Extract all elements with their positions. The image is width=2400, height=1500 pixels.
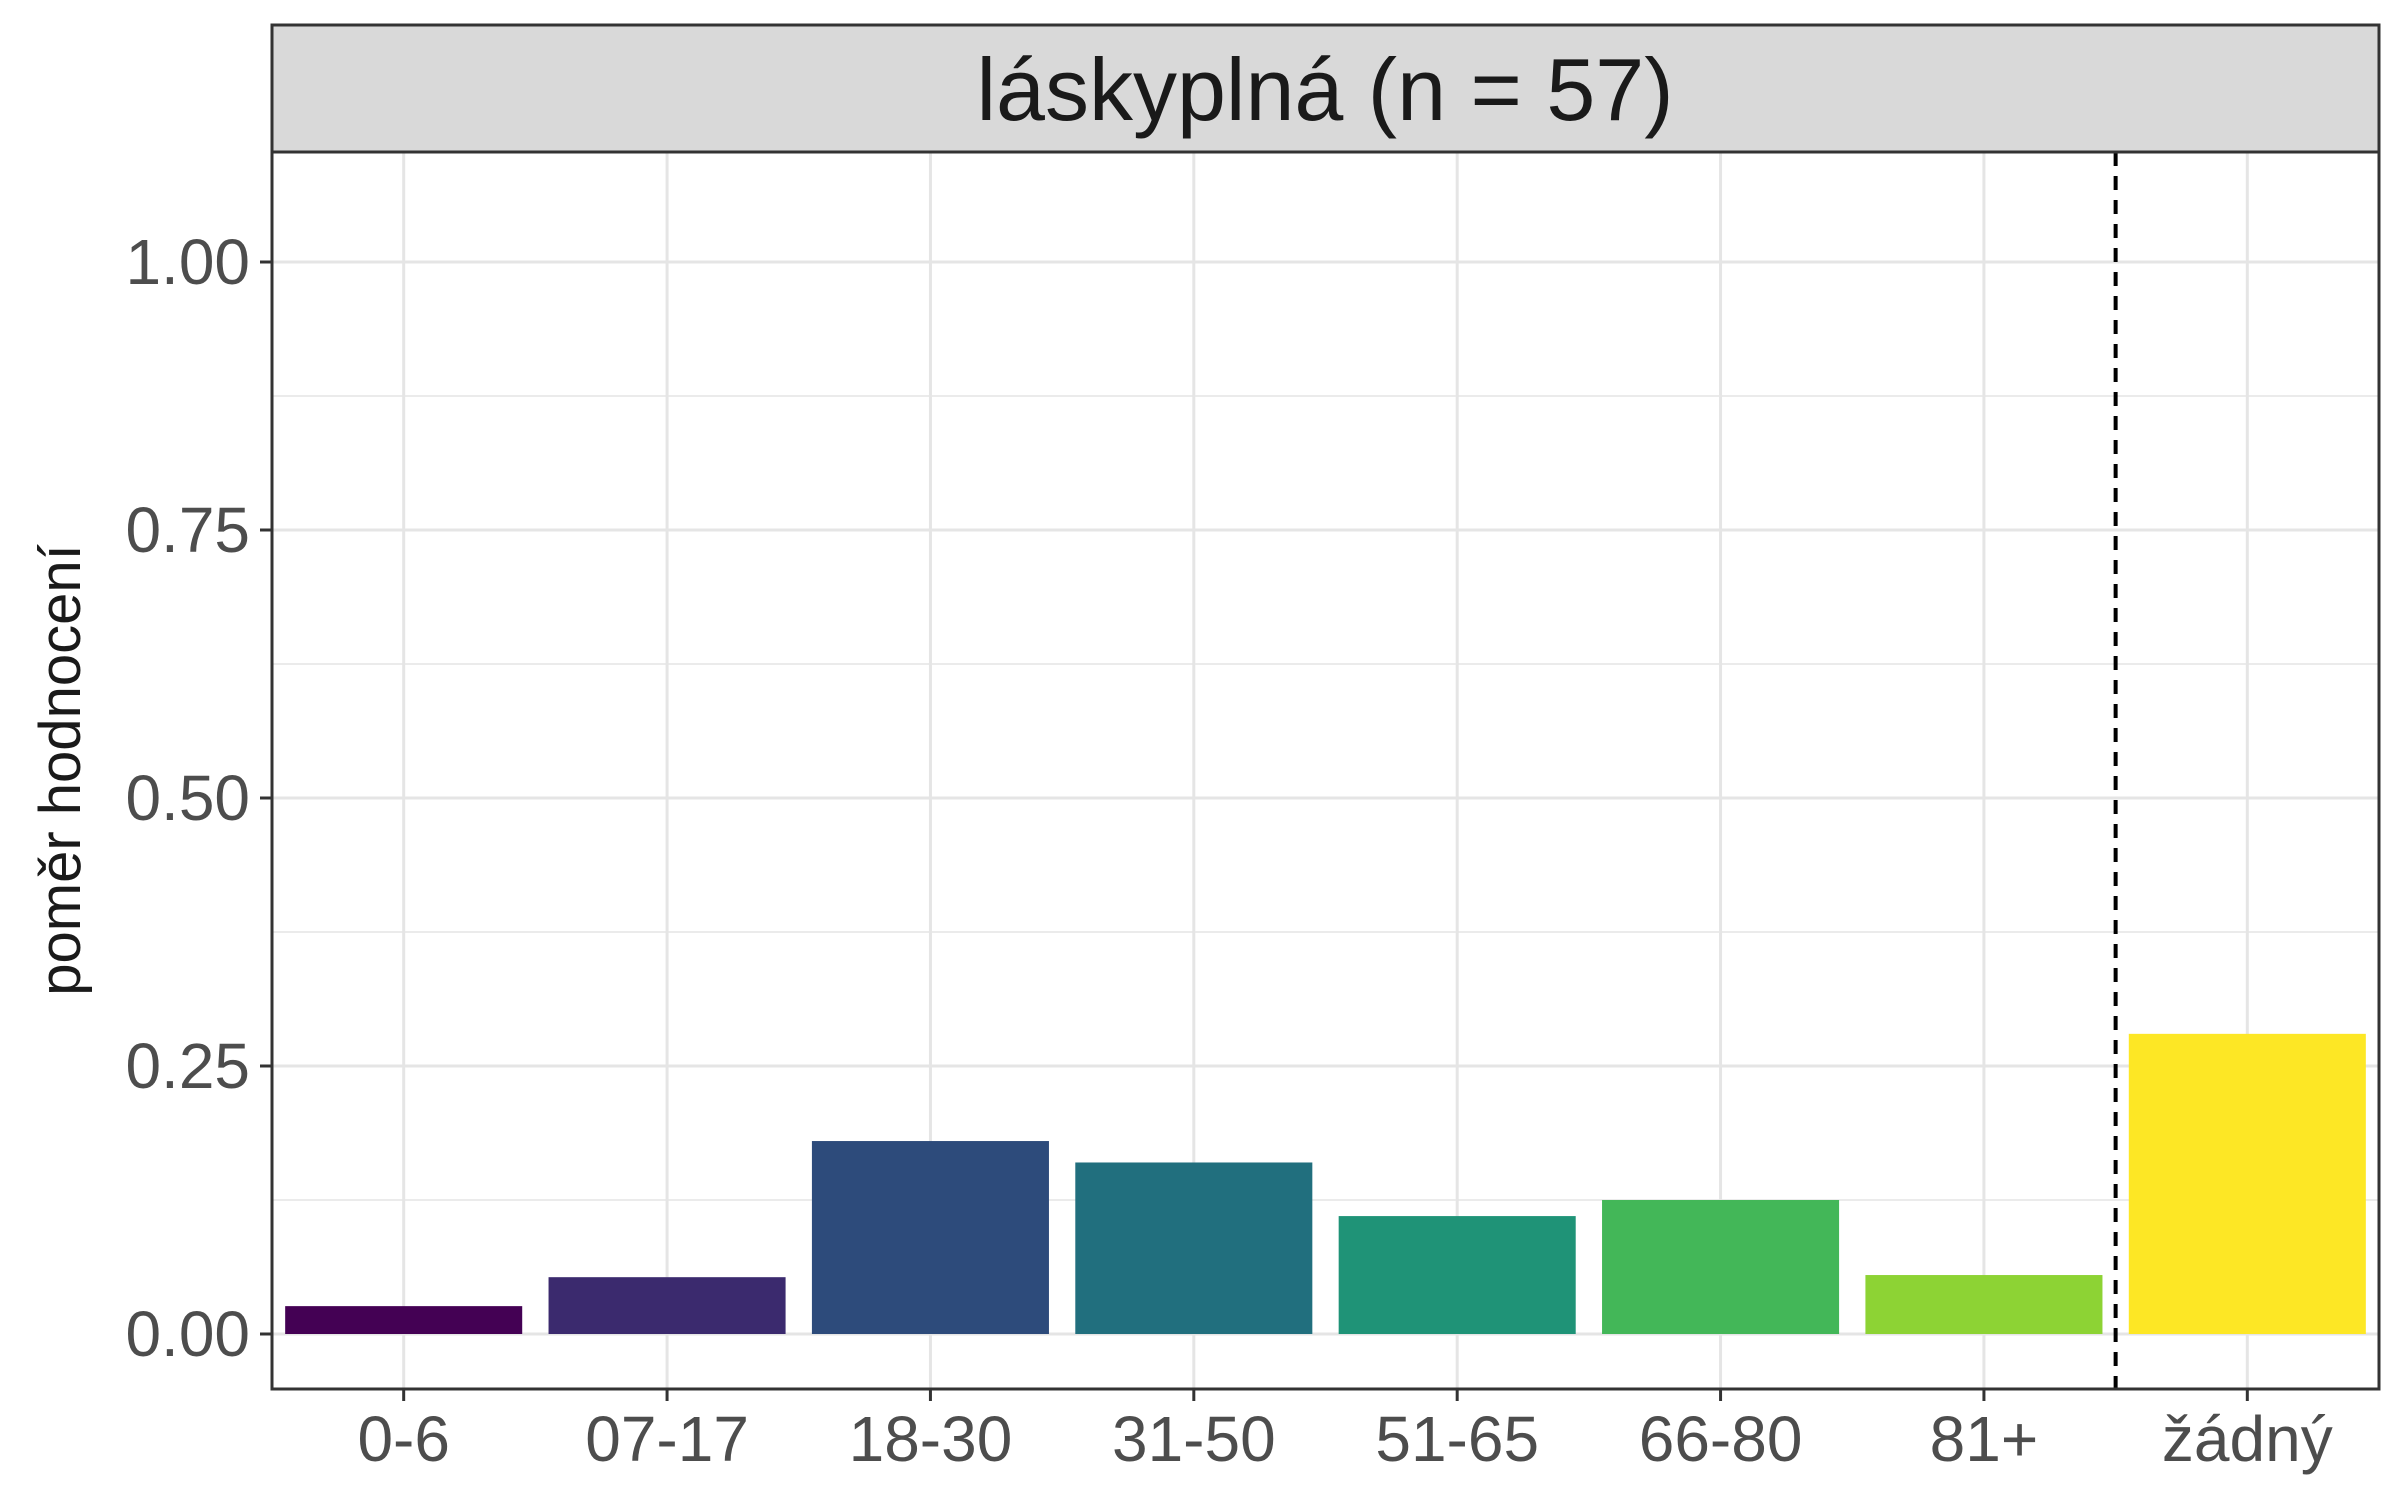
bar-0-6	[285, 1306, 523, 1334]
x-tick-label: 51-65	[1375, 1403, 1539, 1475]
bar-81+	[1865, 1275, 2103, 1334]
y-tick-label: 0.50	[125, 762, 250, 834]
y-tick-label: 0.25	[125, 1030, 250, 1102]
x-tick-label: 66-80	[1639, 1403, 1803, 1475]
bar-51-65	[1338, 1216, 1576, 1334]
bar-66-80	[1602, 1200, 1840, 1334]
bar-žádný	[2128, 1033, 2366, 1334]
facet-title: láskyplná (n = 57)	[976, 40, 1673, 139]
y-tick-label: 0.00	[125, 1298, 250, 1370]
bar-18-30	[811, 1141, 1049, 1334]
x-axis: 0-6 07-17 18-30 31-50 51-65 66-80 81+ žádný	[357, 1389, 2333, 1475]
grid-lines	[272, 152, 2379, 1389]
x-tick-label: 18-30	[849, 1403, 1013, 1475]
y-axis-title: poměr hodnocení	[28, 544, 93, 995]
x-tick-label: 81+	[1930, 1403, 2039, 1475]
bar-31-50	[1075, 1162, 1313, 1334]
y-axis: 0.00 0.25 0.50 0.75 1.00	[125, 226, 272, 1370]
bars	[285, 1033, 2366, 1334]
x-tick-label: žádný	[2162, 1403, 2333, 1475]
y-tick-label: 0.75	[125, 494, 250, 566]
bar-07-17	[548, 1277, 786, 1334]
x-tick-label: 07-17	[585, 1403, 749, 1475]
plot-panel-border	[270, 150, 2381, 1391]
facet-strip	[270, 23, 2381, 154]
y-tick-label: 1.00	[125, 226, 250, 298]
plot-panel	[272, 152, 2379, 1389]
x-tick-label: 0-6	[357, 1403, 450, 1475]
x-tick-label: 31-50	[1112, 1403, 1276, 1475]
